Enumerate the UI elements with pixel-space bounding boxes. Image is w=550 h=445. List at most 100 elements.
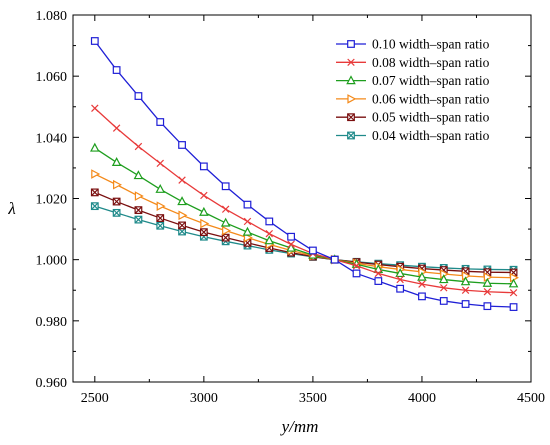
data-point: [156, 159, 164, 168]
marker-triangle-right: [347, 94, 357, 104]
data-point: [287, 232, 295, 241]
marker-x: [509, 288, 518, 297]
series-line: [94, 173, 514, 279]
data-point: [265, 217, 274, 226]
marker-square: [374, 277, 383, 285]
marker-x: [418, 280, 426, 288]
x-tick-label: 3500: [299, 391, 327, 406]
legend-item: 0.04 width–span ratio: [336, 128, 490, 143]
marker-triangle: [133, 170, 144, 180]
x-tick-label: 2500: [81, 391, 109, 406]
data-point: [221, 182, 230, 191]
data-point: [178, 176, 186, 184]
marker-square: [199, 162, 208, 171]
marker-triangle: [395, 268, 405, 278]
plot-frame: [72, 14, 532, 383]
marker-square: [287, 232, 295, 241]
data-point: [373, 264, 384, 274]
legend-item: 0.08 width–span ratio: [336, 55, 490, 70]
marker-triangle-right: [113, 179, 122, 190]
y-tick-label: 1.080: [36, 9, 68, 24]
marker-square: [509, 303, 518, 311]
marker-x: [347, 58, 355, 67]
data-point: [243, 232, 253, 243]
data-point: [200, 218, 210, 229]
marker-x: [352, 262, 361, 270]
data-point: [347, 58, 355, 67]
data-point: [243, 217, 252, 226]
data-point: [264, 235, 275, 245]
marker-x: [243, 217, 252, 226]
series-1: [90, 37, 518, 311]
legend-label: 0.04 width–span ratio: [372, 128, 490, 143]
marker-triangle: [417, 271, 427, 281]
marker-triangle: [242, 226, 253, 236]
data-point: [156, 201, 166, 211]
data-point: [347, 131, 355, 140]
data-point: [439, 297, 448, 305]
marker-triangle-right: [200, 218, 210, 229]
data-point: [112, 208, 121, 217]
marker-triangle: [111, 157, 122, 167]
data-point: [374, 277, 383, 285]
marker-x: [347, 131, 355, 140]
marker-x: [178, 221, 186, 230]
marker-x: [91, 202, 99, 210]
data-point: [178, 141, 186, 149]
marker-x: [243, 239, 252, 247]
data-point: [90, 202, 99, 211]
data-point: [90, 142, 100, 152]
marker-square: [347, 40, 355, 48]
x-tick-label: 3000: [190, 391, 218, 406]
data-point: [287, 240, 295, 249]
data-point: [395, 268, 405, 278]
series-3: [90, 142, 519, 288]
axes: 2500 3000 3500 4000 4500 0.960 0.980 1.000 1.020…: [36, 9, 546, 406]
y-tick-label: 1.020: [36, 193, 68, 208]
marker-triangle-right: [178, 210, 188, 221]
legend-item: 0.10 width–span ratio: [336, 37, 490, 52]
marker-x: [483, 288, 492, 296]
data-point: [113, 179, 122, 190]
y-tick-label: 1.060: [36, 70, 68, 85]
marker-x: [112, 209, 121, 217]
marker-square: [418, 292, 426, 301]
marker-square: [243, 200, 252, 209]
marker-x: [178, 227, 186, 236]
data-point: [352, 262, 361, 270]
marker-x: [134, 206, 143, 214]
marker-square: [156, 118, 165, 126]
marker-triangle: [482, 277, 493, 287]
marker-triangle-right: [222, 225, 232, 236]
data-point: [438, 274, 449, 284]
marker-triangle-right: [91, 169, 101, 179]
marker-x: [200, 228, 208, 236]
data-point: [482, 277, 493, 287]
data-point: [508, 278, 519, 288]
y-tick-label: 1.000: [36, 254, 68, 269]
marker-x: [91, 104, 99, 113]
marker-x: [461, 286, 470, 294]
data-point: [461, 286, 470, 294]
marker-x: [156, 221, 164, 230]
data-point: [418, 280, 426, 288]
data-point: [134, 215, 143, 224]
marker-x: [347, 113, 355, 121]
data-point: [483, 302, 492, 311]
data-point: [200, 191, 208, 200]
marker-x: [396, 275, 404, 284]
data-point: [178, 221, 186, 230]
marker-triangle: [264, 235, 275, 245]
x-tick-label: 4500: [517, 391, 545, 406]
x-tick-label: 4000: [408, 391, 436, 406]
data-point: [221, 205, 230, 213]
data-point: [347, 94, 357, 104]
y-tick-label: 1.040: [36, 131, 68, 146]
marker-x: [221, 233, 230, 242]
x-axis-label: y/mm: [280, 417, 319, 436]
data-point: [199, 206, 209, 216]
series-6: [90, 202, 518, 274]
data-point: [347, 40, 355, 48]
